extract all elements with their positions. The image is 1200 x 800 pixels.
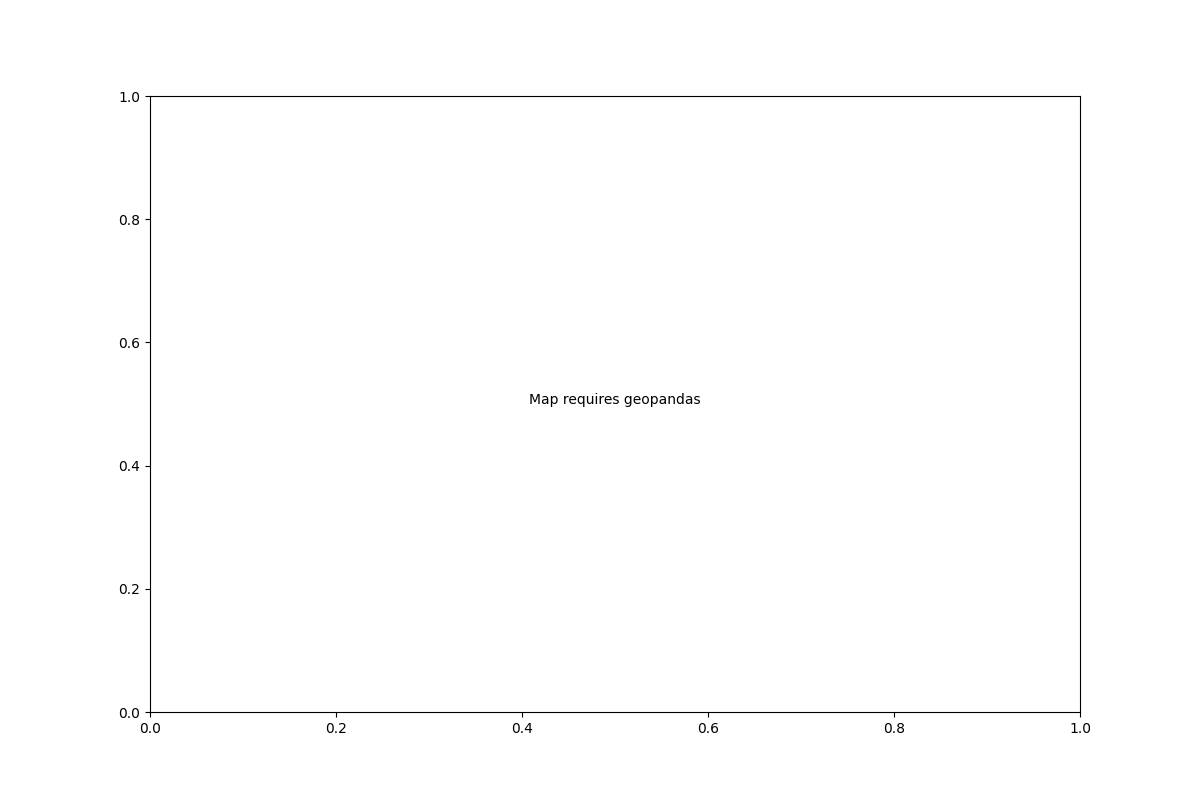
Text: Map requires geopandas: Map requires geopandas [529,393,701,407]
